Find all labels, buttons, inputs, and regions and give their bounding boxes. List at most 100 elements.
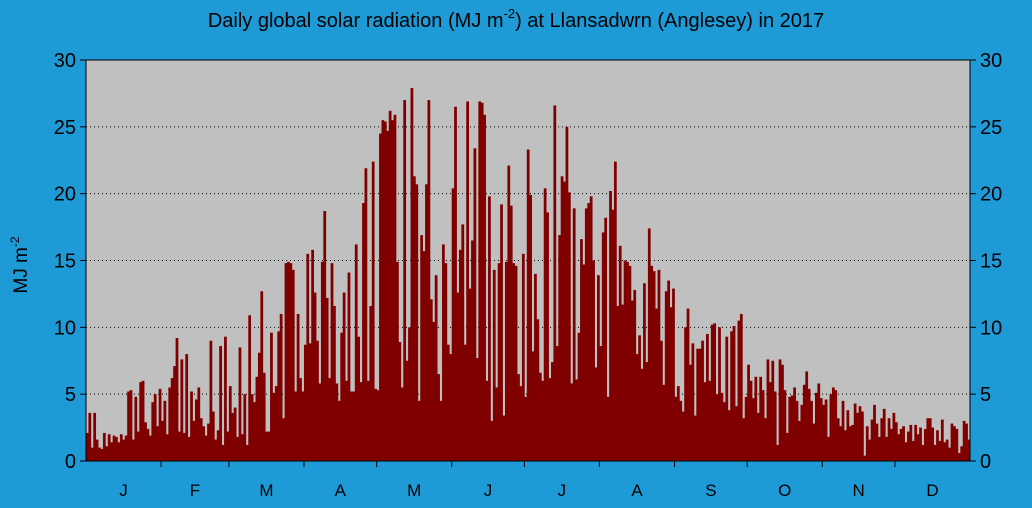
day-bar [773, 391, 777, 461]
day-bar [243, 394, 247, 461]
day-bar [725, 336, 729, 461]
day-bar [771, 360, 775, 461]
month-label: M [407, 481, 421, 500]
day-bar [136, 431, 140, 461]
day-bar [386, 130, 390, 461]
day-bar [403, 100, 407, 461]
day-bar [662, 384, 666, 461]
day-bar [122, 439, 126, 461]
day-bar [693, 415, 697, 461]
day-bar [408, 327, 411, 461]
day-bar [323, 211, 327, 461]
day-bar [897, 434, 901, 461]
day-bar [645, 362, 649, 461]
day-bar [228, 386, 232, 461]
day-bar [953, 426, 956, 461]
day-bar [132, 439, 135, 461]
day-bar [785, 432, 789, 461]
day-bar [248, 315, 252, 461]
y-tick-label: 30 [54, 50, 76, 72]
day-bar [468, 288, 472, 461]
day-bar [795, 400, 799, 461]
day-bar [887, 418, 891, 461]
day-bar [650, 265, 654, 461]
day-bar [652, 271, 656, 461]
day-bar [473, 148, 477, 461]
day-bar [417, 400, 421, 461]
y-tick-label: 20 [54, 184, 76, 206]
day-bar [563, 181, 566, 461]
day-bar [318, 383, 322, 461]
day-bar [420, 235, 423, 461]
day-bar [827, 436, 830, 461]
day-bar [919, 427, 922, 461]
day-bar [575, 379, 578, 461]
day-bar [710, 324, 714, 461]
day-bar [287, 261, 290, 461]
day-bar [238, 347, 242, 461]
y-tick-label: 0 [65, 451, 76, 473]
day-bar [599, 346, 603, 461]
day-bar [873, 404, 876, 461]
day-bar [255, 376, 259, 461]
bar-series [86, 88, 971, 462]
day-bar [669, 307, 673, 461]
day-bar [805, 371, 809, 461]
day-bar [718, 327, 721, 461]
day-bar [405, 360, 409, 461]
day-bar [507, 165, 511, 461]
day-bar [558, 235, 562, 461]
day-bar [570, 383, 574, 461]
day-bar [284, 263, 288, 461]
day-bar [676, 386, 680, 461]
day-bar [454, 106, 457, 461]
day-bar [686, 308, 690, 461]
day-bar [129, 390, 133, 461]
y-tick-label: 5 [65, 384, 76, 406]
day-bar [458, 249, 462, 461]
day-bar [960, 446, 964, 461]
day-bar [609, 190, 612, 462]
day-bar [902, 426, 905, 461]
y-tick-label: 0 [980, 451, 991, 473]
day-bar [352, 391, 356, 461]
day-bar [291, 269, 295, 461]
day-bar [749, 380, 753, 461]
day-bar [863, 455, 867, 461]
day-bar [495, 387, 499, 461]
day-bar [948, 447, 951, 461]
y-tick-label: 25 [980, 117, 1002, 139]
y-tick-label: 20 [980, 184, 1002, 206]
day-bar [720, 392, 724, 461]
day-bar [504, 261, 508, 461]
y-tick-label: 30 [980, 50, 1002, 72]
day-bar [691, 343, 695, 461]
day-bar [601, 232, 605, 461]
day-bar [456, 292, 460, 461]
day-bar [812, 423, 816, 461]
day-bar [102, 432, 106, 461]
day-bar [936, 430, 939, 461]
month-label: J [119, 481, 128, 500]
day-bar [541, 380, 545, 461]
day-bar [616, 305, 620, 461]
day-bar [647, 228, 651, 461]
day-bar [178, 431, 181, 461]
day-bar [139, 382, 143, 461]
day-bar [848, 426, 852, 461]
day-bar [294, 391, 298, 461]
day-bar [422, 251, 426, 461]
day-bar [955, 428, 959, 461]
day-bar [802, 384, 806, 461]
day-bar [524, 396, 528, 461]
day-bar [151, 402, 155, 461]
day-bar [776, 444, 780, 461]
day-bar [587, 203, 591, 461]
day-bar [354, 244, 358, 461]
day-bar [216, 430, 220, 461]
day-bar [815, 392, 818, 461]
day-bar [376, 390, 380, 461]
day-bar [156, 426, 160, 461]
day-bar [628, 265, 632, 461]
